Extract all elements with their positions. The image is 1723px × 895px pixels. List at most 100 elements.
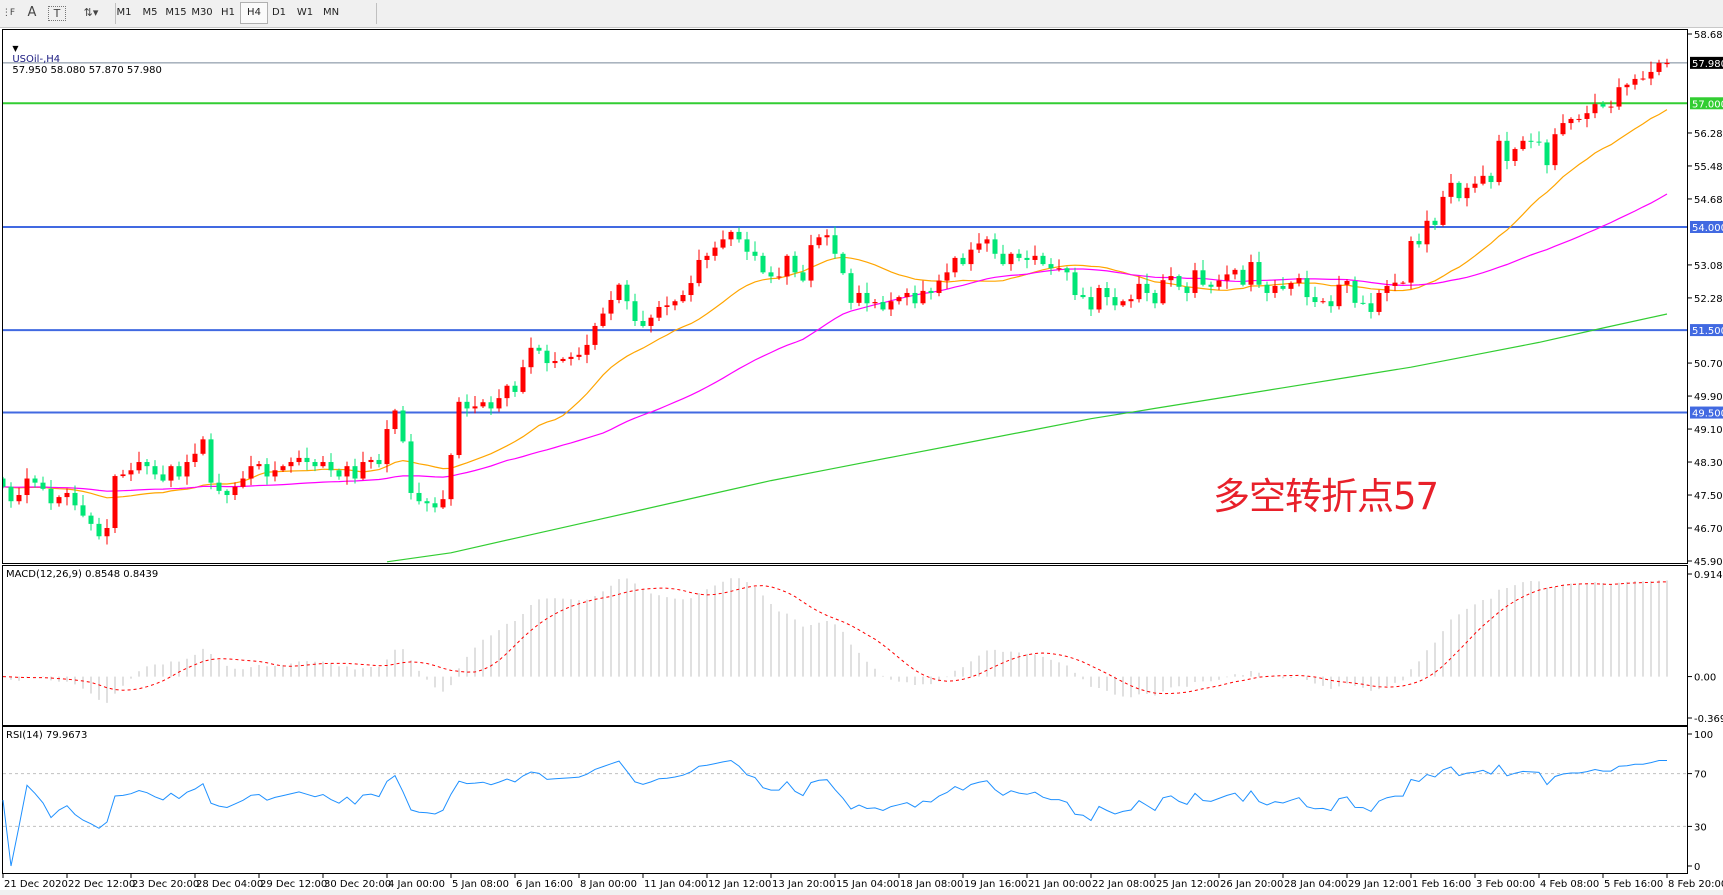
- candle-body: [200, 439, 206, 454]
- candle-body: [720, 239, 726, 248]
- candle-body: [648, 317, 654, 326]
- timeframe-h1-button[interactable]: H1: [221, 7, 235, 18]
- candle-body: [960, 257, 966, 265]
- candle-body: [1576, 118, 1582, 120]
- timeframe-m1-button[interactable]: M1: [116, 7, 132, 18]
- candle: [184, 454, 190, 485]
- timeframe-m30-button[interactable]: M30: [191, 7, 213, 18]
- timeframe-d1-button[interactable]: D1: [271, 7, 287, 18]
- price-axis-label: 48.300: [1694, 458, 1723, 469]
- rsi-line: [2, 759, 1667, 867]
- text-icon[interactable]: A: [27, 5, 37, 20]
- candle-body: [1248, 262, 1254, 285]
- candle-body: [840, 253, 846, 274]
- candle: [160, 465, 166, 483]
- candle: [312, 458, 318, 472]
- chart-annotation: 多空转折点57: [1213, 475, 1439, 518]
- candle: [1280, 277, 1286, 291]
- candle: [304, 447, 310, 471]
- candle: [496, 389, 502, 412]
- arrows-icon[interactable]: ⇅▾: [83, 6, 99, 19]
- candle-body: [872, 302, 878, 304]
- candle-body: [808, 245, 814, 281]
- timeframe-mn-button[interactable]: MN: [322, 7, 340, 18]
- macd-panel[interactable]: [2, 565, 1688, 726]
- price-axis-label: 50.700: [1694, 359, 1723, 370]
- candle: [936, 274, 942, 297]
- candle: [1528, 133, 1534, 149]
- candle: [1288, 281, 1294, 296]
- candle: [1616, 78, 1622, 110]
- candle: [1064, 266, 1070, 281]
- candle-body: [1016, 253, 1022, 258]
- candle: [872, 298, 878, 309]
- candle-body: [416, 492, 422, 502]
- timeframe-m15-button[interactable]: M15: [165, 7, 187, 18]
- timeframe-w1-button[interactable]: W1: [296, 7, 314, 18]
- candle-body: [120, 474, 126, 477]
- fibonacci-fan-icon[interactable]: ⋮F: [1, 8, 15, 18]
- candle-body: [1120, 301, 1126, 306]
- collapse-triangle-icon[interactable]: ▼: [12, 44, 19, 53]
- candle-body: [672, 301, 678, 306]
- candle-body: [1520, 140, 1526, 150]
- candle: [880, 296, 886, 312]
- timeframe-m5-button[interactable]: M5: [142, 7, 158, 18]
- candle: [176, 461, 182, 480]
- candle: [960, 253, 966, 266]
- price-tag-bg: [1690, 406, 1723, 419]
- symbol-label: USOil-,H4: [12, 54, 61, 65]
- candle: [488, 396, 494, 416]
- candle-body: [1400, 282, 1406, 284]
- text-label-icon[interactable]: T: [48, 6, 66, 21]
- candle-body: [680, 295, 686, 302]
- price-axis-label: 45.900: [1694, 557, 1723, 568]
- candle: [32, 475, 38, 488]
- rsi-axis-label: 100: [1694, 730, 1713, 741]
- candle: [808, 234, 814, 288]
- time-axis-label: 30 Dec 20:00: [324, 879, 391, 890]
- main-chart-panel[interactable]: [2, 29, 1688, 564]
- candle-body: [1232, 269, 1238, 275]
- candle: [408, 433, 414, 500]
- candle-body: [1384, 285, 1390, 293]
- candle-body: [1000, 253, 1006, 265]
- candle: [664, 296, 670, 316]
- time-axis-label: 28 Jan 04:00: [1284, 879, 1347, 890]
- time-axis-label: 8 Jan 00:00: [580, 879, 637, 890]
- rsi-panel[interactable]: [2, 726, 1688, 874]
- candle-body: [1216, 280, 1222, 287]
- candle-body: [1256, 262, 1262, 285]
- candle: [128, 462, 134, 482]
- timeframe-h4-button[interactable]: H4: [240, 2, 268, 24]
- candle-body: [440, 499, 446, 508]
- time-axis-label: 12 Jan 12:00: [708, 879, 771, 890]
- candle-body: [1224, 274, 1230, 281]
- candle-body: [848, 273, 854, 303]
- candle-body: [576, 354, 582, 357]
- candle-body: [736, 231, 742, 240]
- candle: [1080, 287, 1086, 299]
- candle-body: [1272, 285, 1278, 293]
- candle-body: [1528, 140, 1534, 142]
- candle: [200, 436, 206, 456]
- candle-body: [456, 401, 462, 456]
- candle: [856, 285, 862, 307]
- candle-body: [936, 280, 942, 293]
- candle: [152, 460, 158, 480]
- candle-body: [464, 401, 470, 409]
- candle: [448, 453, 454, 506]
- candle-body: [320, 462, 326, 467]
- candle: [1192, 262, 1198, 298]
- candle-body: [744, 239, 750, 252]
- candle-body: [1424, 220, 1430, 245]
- candle: [1008, 252, 1014, 271]
- main-plot: [3, 58, 1687, 563]
- candle-body: [1536, 141, 1542, 143]
- status-strip: [0, 890, 1723, 895]
- candle-body: [1352, 281, 1358, 303]
- candle: [208, 433, 214, 490]
- candle: [272, 461, 278, 482]
- candle-body: [664, 305, 670, 307]
- candle: [520, 359, 526, 394]
